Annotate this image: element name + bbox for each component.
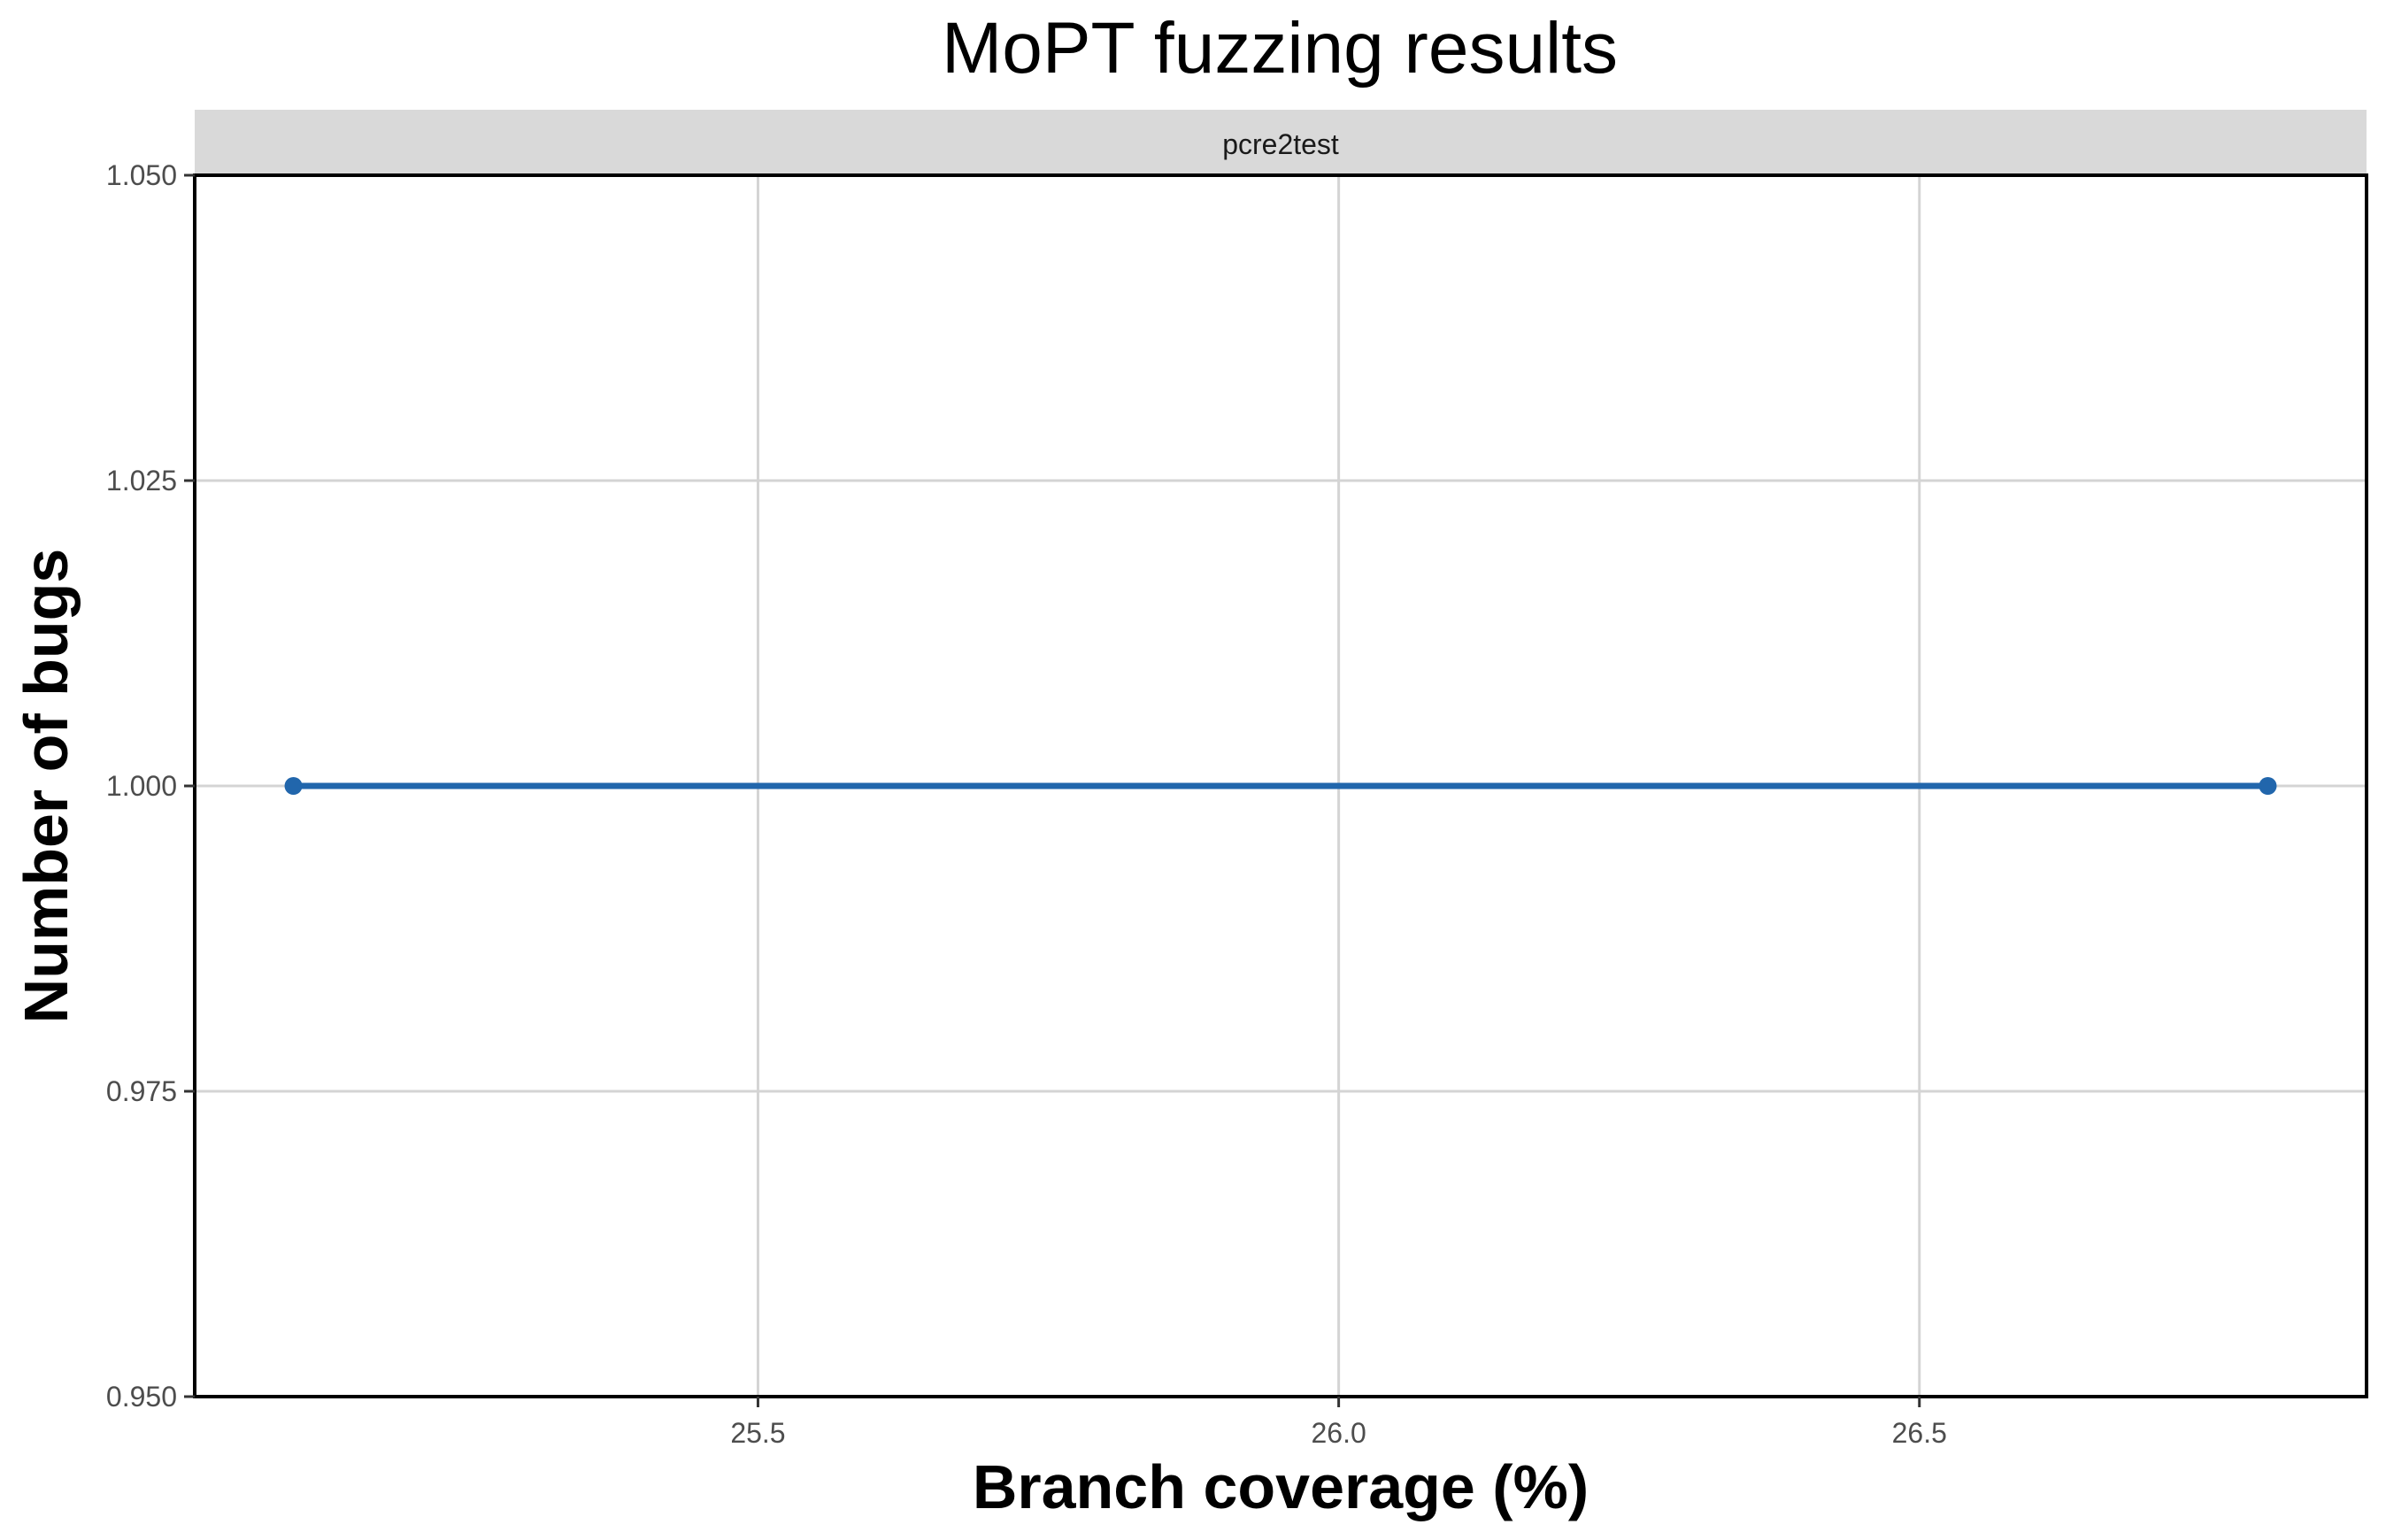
data-point: [2259, 777, 2277, 795]
y-tick-label: 1.025: [106, 465, 177, 497]
series-layer: [284, 777, 2277, 795]
x-tick-label: 25.5: [730, 1417, 785, 1449]
facet-label: pcre2test: [1222, 128, 1339, 160]
facet-strip: [195, 110, 2367, 175]
x-axis: 25.5 26.0 26.5: [730, 1397, 1947, 1449]
y-tick-label: 1.000: [106, 770, 177, 802]
y-tick-label: 0.950: [106, 1381, 177, 1413]
x-axis-title: Branch coverage (%): [973, 1452, 1589, 1521]
chart-title: MoPT fuzzing results: [942, 8, 1618, 89]
y-tick-label: 1.050: [106, 159, 177, 191]
data-point: [284, 777, 303, 795]
x-tick-label: 26.5: [1892, 1417, 1947, 1449]
y-tick-label: 0.975: [106, 1075, 177, 1107]
x-tick-label: 26.0: [1311, 1417, 1366, 1449]
y-axis-title: Number of bugs: [12, 549, 81, 1024]
y-axis: 0.950 0.975 1.000 1.025 1.050: [106, 159, 195, 1413]
